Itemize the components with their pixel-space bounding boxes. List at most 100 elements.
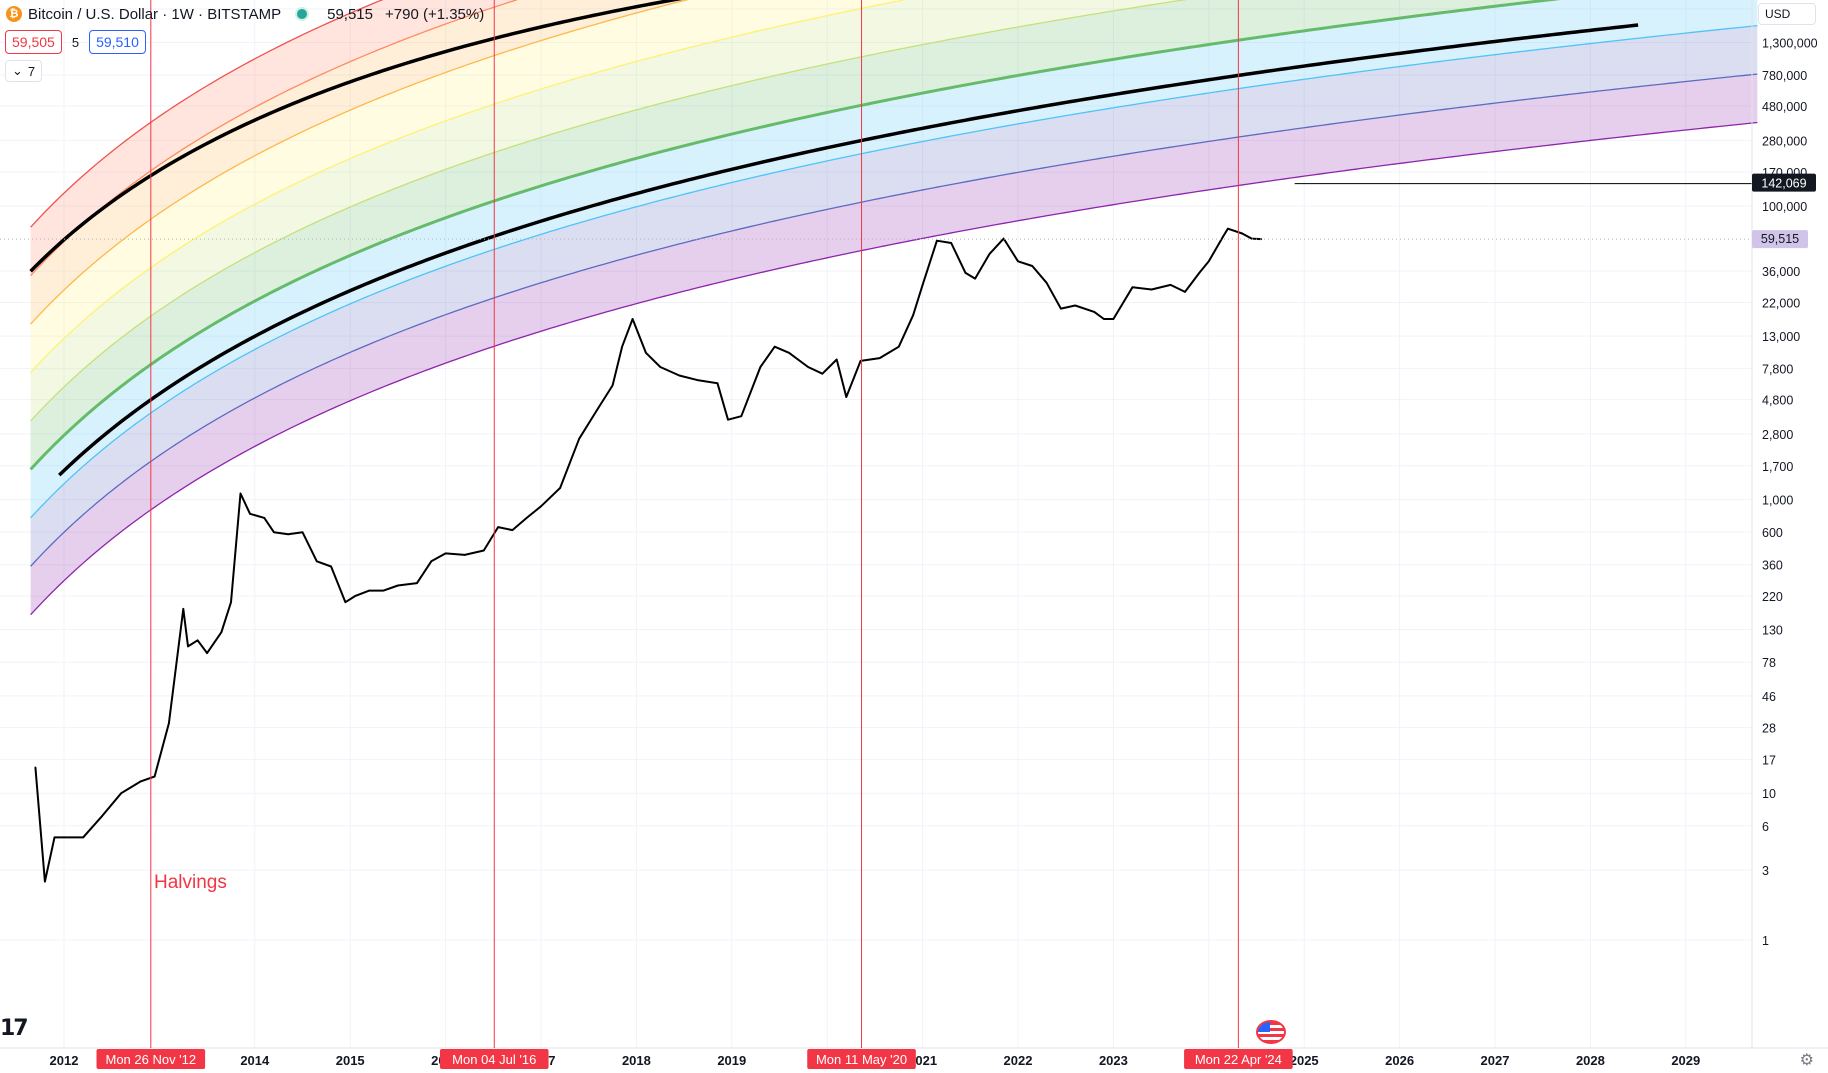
price-point (1031, 265, 1034, 267)
price-point (482, 549, 485, 552)
currency-select[interactable]: USD (1758, 3, 1816, 25)
price-line (34, 227, 1262, 883)
price-point (559, 487, 561, 489)
price-point (168, 722, 170, 724)
price-point (1184, 291, 1186, 293)
halving-lines: Mon 26 Nov '12 Mon 04 Jul '16 Mon 11 May '… (96, 0, 1293, 1069)
price-tick-label: 480,000 (1762, 100, 1807, 114)
halvings-annotation[interactable]: Halvings (154, 872, 227, 893)
price-point (821, 372, 824, 375)
price-point (139, 780, 142, 783)
price-point (950, 242, 953, 244)
rainbow-band (30, 74, 1758, 615)
symbol-legend[interactable]: ₿ Bitcoin / U.S. Dollar · 1W · BITSTAMP … (6, 4, 484, 24)
price-point (859, 360, 862, 362)
price-point (120, 792, 123, 794)
price-point (82, 836, 84, 839)
price-point (611, 384, 614, 387)
price-point (263, 517, 266, 519)
price-tick-label: 1,000 (1762, 494, 1793, 508)
price-point (273, 531, 275, 533)
price-point (631, 318, 634, 320)
time-tick-label: 2012 (50, 1053, 79, 1068)
chevron-down-icon: ⌄ (12, 63, 23, 78)
price-point (34, 766, 37, 769)
level-price-tag-bg (1752, 173, 1816, 192)
halving-date-label-bg (439, 1049, 549, 1069)
price-point (773, 345, 776, 348)
rainbow-band (30, 25, 1758, 567)
price-point (220, 631, 223, 633)
price-point (678, 374, 681, 377)
price-tick-label: 130 (1762, 624, 1783, 638)
rainbow-line (30, 0, 519, 277)
price-tick-label: 28 (1762, 722, 1776, 736)
price-tick-label: 46 (1762, 690, 1776, 704)
price-point (1045, 281, 1048, 284)
price-point (807, 366, 809, 368)
price-tick-label: 1,300,000 (1762, 36, 1818, 50)
price-tick-label: 36,000 (1762, 265, 1800, 279)
price-point (759, 366, 762, 368)
buy-button[interactable]: 59,510 (89, 30, 146, 54)
current-price-tag-bg (1752, 230, 1808, 249)
price-point (444, 552, 447, 555)
price-point (1150, 288, 1153, 291)
market-status-icon[interactable] (295, 7, 310, 21)
symbol-title[interactable]: Bitcoin / U.S. Dollar · 1W · BITSTAMP (28, 5, 282, 23)
price-point (416, 582, 418, 584)
price-tick-label: 2,800 (1762, 428, 1793, 442)
rainbow-band (30, 0, 1548, 470)
price-point (716, 382, 719, 385)
gear-icon[interactable]: ⚙ (1799, 1052, 1814, 1069)
rainbow-band (30, 0, 687, 325)
price-axis[interactable]: 1,300,000780,000480,000280,000170,000100… (1751, 0, 1818, 1048)
rainbow-line (30, 73, 1758, 567)
rainbow-line (30, 0, 907, 373)
time-tick-label: 2014 (240, 1053, 270, 1068)
halving-date-label-bg (96, 1049, 206, 1069)
price-point (344, 601, 347, 604)
gridlines (0, 0, 1752, 1048)
price-point (645, 352, 647, 354)
rainbow-line (30, 24, 1758, 519)
halving-date-label-bg (807, 1049, 916, 1069)
tradingview-logo-icon[interactable]: 𝟭𝟳 (0, 1015, 29, 1040)
price-point (316, 560, 318, 563)
price-point (511, 529, 514, 531)
price-point (44, 880, 46, 883)
price-tick-label: 4,800 (1762, 394, 1793, 408)
price-point (936, 239, 938, 242)
price-point (368, 589, 371, 592)
price-tick-label: 6 (1762, 820, 1769, 834)
time-tick-label: 2026 (1385, 1053, 1414, 1068)
price-point (921, 284, 924, 286)
rainbow-line (30, 0, 1188, 422)
indicators-toggle-button[interactable]: ⌄ 7 (5, 60, 43, 82)
time-tick-label: 2019 (717, 1053, 746, 1068)
price-tick-label: 360 (1762, 559, 1783, 573)
rainbow-bands (29, 0, 1758, 616)
time-tick-label: 2028 (1576, 1053, 1605, 1068)
halving-date-label: Mon 11 May '20 (816, 1052, 907, 1067)
price-point (397, 584, 399, 587)
price-tick-label: 17 (1762, 753, 1776, 767)
price-point (239, 492, 242, 495)
halving-date-label: Mon 04 Jul '16 (452, 1052, 536, 1067)
rainbow-line (30, 0, 384, 228)
price-point (659, 366, 662, 368)
price-point (835, 358, 838, 361)
price-tick-label: 1,700 (1762, 460, 1793, 474)
bitcoin-icon: ₿ (6, 6, 22, 22)
us-flag-icon[interactable] (1256, 1020, 1286, 1044)
price-point (1131, 286, 1134, 288)
time-tick-label: 2022 (1004, 1053, 1033, 1068)
indicators-count: 7 (27, 63, 36, 79)
halving-date-label: Mon 22 Apr '24 (1195, 1052, 1282, 1067)
sell-button[interactable]: 59,505 (5, 30, 62, 54)
price-tick-label: 1 (1762, 934, 1769, 948)
spread-value: 5 (71, 34, 80, 50)
price-tick-label: 220 (1762, 590, 1783, 604)
price-point (988, 253, 991, 255)
